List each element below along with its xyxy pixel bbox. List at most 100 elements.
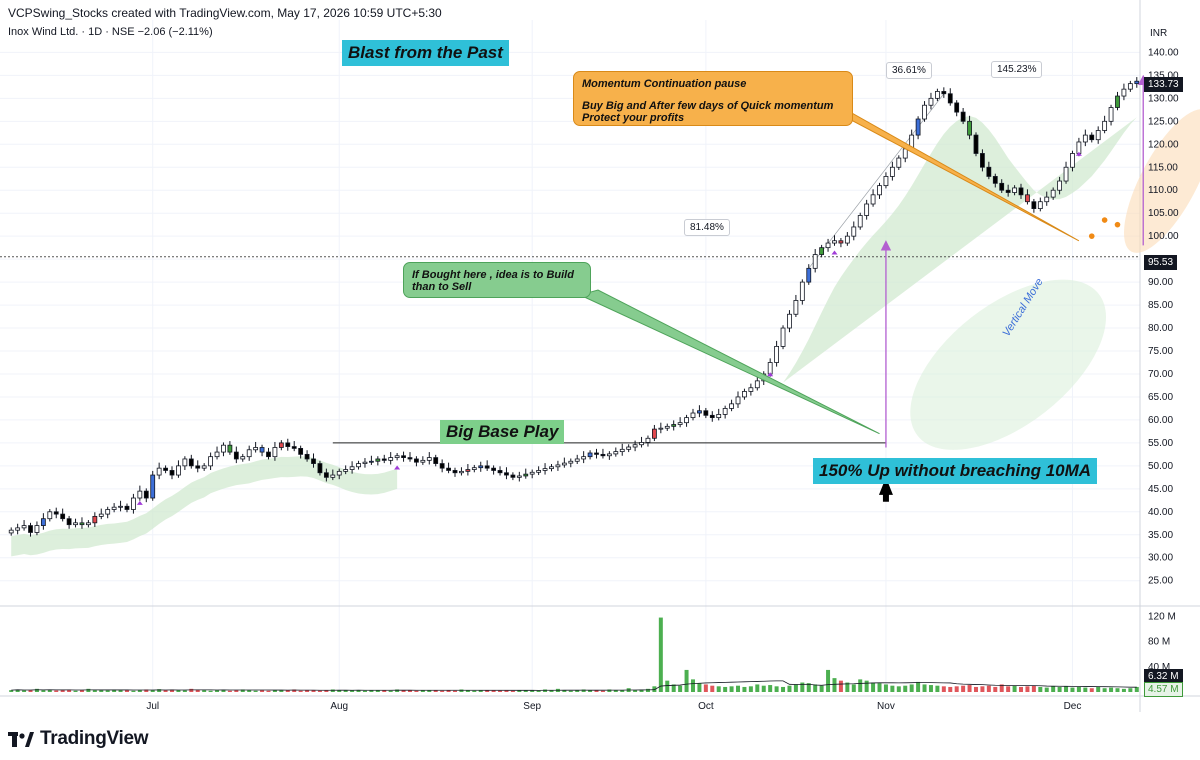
hline-price-tag: 95.53 <box>1144 255 1178 270</box>
candle-body <box>568 460 574 464</box>
candle <box>221 442 226 457</box>
candle <box>754 375 760 391</box>
price-tick-label: 130.00 <box>1148 93 1179 104</box>
price-tick-label: 40.00 <box>1148 507 1173 518</box>
candle-body <box>619 448 625 453</box>
candle-body <box>793 300 799 315</box>
candle <box>536 466 542 476</box>
candle <box>478 461 484 472</box>
volume-bar <box>620 690 625 692</box>
candle-body <box>767 362 773 375</box>
price-tick-label: 140.00 <box>1148 47 1179 58</box>
volume-bar <box>330 689 335 692</box>
price-tick-label: 90.00 <box>1148 277 1173 288</box>
candle-body <box>259 447 265 453</box>
candle-body <box>156 467 162 476</box>
candle-body <box>999 182 1005 191</box>
candle <box>819 244 825 258</box>
candle <box>336 468 342 480</box>
price-axis: INR 140.00 135.00 130.00 125.00 120.00 115.00 1… <box>1148 28 1179 673</box>
volume-bar <box>157 689 162 692</box>
candle-body <box>973 134 979 154</box>
candle-body <box>857 215 863 228</box>
volume-bar <box>517 690 522 692</box>
candle <box>735 391 741 408</box>
candle <box>330 469 336 481</box>
candle-body <box>690 412 696 419</box>
candle <box>317 460 323 476</box>
volume-bar <box>896 686 901 692</box>
candle-body <box>870 194 876 205</box>
candle-body <box>935 91 940 99</box>
volume-bar <box>375 690 380 692</box>
candle <box>774 340 779 367</box>
volume-bar <box>973 686 978 692</box>
candle <box>626 444 632 453</box>
candle-body <box>947 93 953 104</box>
price-tick-label: 35.00 <box>1148 530 1173 541</box>
candle-body <box>478 465 484 469</box>
candle-body <box>986 166 992 177</box>
volume-bar <box>826 669 831 692</box>
volume-bar <box>182 690 187 692</box>
candle-body <box>928 97 934 106</box>
candle-body <box>844 235 850 244</box>
candle-body <box>703 410 709 416</box>
price-tick-label: 70.00 <box>1148 369 1173 380</box>
candle <box>690 408 696 421</box>
candle <box>561 457 567 468</box>
volume-bar <box>684 669 689 692</box>
signal-triangle <box>767 372 774 377</box>
vertical-move-highlight <box>910 279 1107 450</box>
candle-body <box>504 472 509 476</box>
candle-body <box>388 457 394 461</box>
volume-bar <box>189 688 194 692</box>
candle <box>812 249 818 273</box>
price-tick-label: 60.00 <box>1148 415 1173 426</box>
candle-body <box>221 444 226 453</box>
candle-body <box>716 414 722 419</box>
candle <box>915 116 921 140</box>
volume-bar <box>1025 686 1030 692</box>
volume-bar <box>678 685 683 692</box>
signal-triangle <box>1075 151 1082 156</box>
volume-bar <box>478 690 483 692</box>
candle <box>568 458 574 468</box>
candle <box>877 182 882 199</box>
candle <box>1037 197 1043 212</box>
volume-bar <box>369 690 374 692</box>
volume-bar <box>864 680 869 692</box>
candle <box>555 460 561 471</box>
trend-line <box>808 93 945 269</box>
candle-body <box>587 452 593 458</box>
candle <box>999 179 1005 193</box>
buy-point-arrow-icon <box>878 477 893 502</box>
price-tick-label: 105.00 <box>1148 208 1179 219</box>
candle-body <box>28 525 33 533</box>
candle-body <box>143 490 149 499</box>
candle-body <box>34 525 40 533</box>
signal-triangle <box>831 250 838 255</box>
candle-body <box>497 470 503 474</box>
currency-label: INR <box>1150 28 1167 39</box>
candle-body <box>549 466 554 470</box>
candle <box>549 464 554 472</box>
candle <box>66 515 72 529</box>
candle-body <box>941 91 947 95</box>
candle <box>156 462 162 480</box>
candle-body <box>414 458 419 463</box>
candle-body <box>960 111 966 122</box>
candle-body <box>594 452 599 455</box>
candle <box>1031 198 1037 213</box>
momentum-note-title: Momentum Continuation pause <box>582 78 747 90</box>
volume-tick-label: 80 M <box>1148 637 1170 648</box>
volume-bar <box>954 686 959 692</box>
candle <box>323 468 329 482</box>
candle-body <box>272 447 278 458</box>
volume-bar <box>1134 686 1139 692</box>
candle <box>716 408 722 421</box>
volume-bar <box>47 689 52 692</box>
candle-body <box>266 451 271 458</box>
candle-body <box>73 522 78 526</box>
